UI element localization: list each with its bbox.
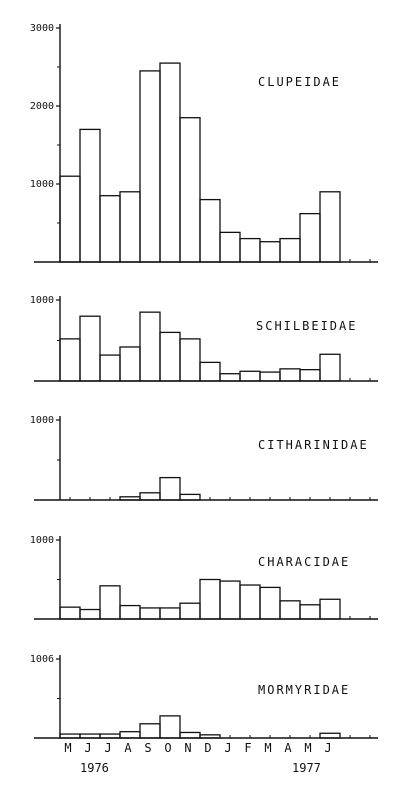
- bar-mormyridae-6: [159, 715, 181, 739]
- bar-citharinidae-6: [159, 476, 181, 501]
- bar-clupeidae-13: [299, 212, 321, 263]
- y-tick-label-2-1: 1000: [30, 295, 54, 306]
- bar-schilbeidae-3: [99, 354, 121, 382]
- bar-schilbeidae-2: [79, 315, 101, 382]
- bar-schilbeidae-13: [299, 369, 321, 382]
- bar-mormyridae-8: [199, 734, 221, 739]
- panel-title-citharinidae: CITHARINIDAE: [258, 438, 369, 452]
- month-label-1: M: [64, 741, 71, 755]
- bar-characidae-3: [99, 585, 121, 620]
- bar-mormyridae-14: [319, 732, 341, 739]
- bar-clupeidae-7: [179, 117, 201, 263]
- bar-citharinidae-5: [139, 492, 161, 501]
- bar-clupeidae-5: [139, 70, 161, 263]
- bar-schilbeidae-8: [199, 361, 221, 382]
- bar-clupeidae-9: [219, 231, 241, 263]
- month-label-5: S: [144, 741, 151, 755]
- bar-mormyridae-7: [179, 731, 201, 739]
- bar-characidae-8: [199, 578, 221, 620]
- bar-characidae-14: [319, 598, 341, 620]
- bar-characidae-12: [279, 600, 301, 620]
- month-label-2: J: [84, 741, 91, 755]
- month-label-4: A: [124, 741, 132, 755]
- panel-title-mormyridae: MORMYRIDAE: [258, 683, 350, 697]
- panel-title-schilbeidae: SCHILBEIDAE: [256, 319, 357, 333]
- month-label-3: J: [104, 741, 111, 755]
- bar-characidae-9: [219, 580, 241, 620]
- bar-characidae-6: [159, 607, 181, 620]
- bar-mormyridae-4: [119, 731, 141, 739]
- bar-mormyridae-2: [79, 733, 101, 739]
- bar-mormyridae-3: [99, 733, 121, 739]
- y-tick-label-5-1: 1006: [30, 654, 54, 665]
- bar-clupeidae-10: [239, 237, 261, 263]
- bar-schilbeidae-10: [239, 370, 261, 382]
- bar-schilbeidae-11: [259, 371, 281, 382]
- bar-characidae-10: [239, 584, 261, 620]
- year-label-1977: 1977: [292, 761, 321, 775]
- bar-clupeidae-11: [259, 241, 281, 263]
- panel-title-clupeidae: CLUPEIDAE: [258, 75, 341, 89]
- panel-title-characidae: CHARACIDAE: [258, 555, 350, 569]
- month-label-13: M: [304, 741, 311, 755]
- bar-clupeidae-12: [279, 237, 301, 263]
- bar-schilbeidae-12: [279, 368, 301, 382]
- bar-characidae-1: [59, 606, 81, 620]
- bar-characidae-11: [259, 586, 281, 620]
- bar-schilbeidae-9: [219, 373, 241, 382]
- bar-clupeidae-1: [59, 175, 81, 263]
- year-label-1976: 1976: [80, 761, 109, 775]
- bar-citharinidae-7: [179, 493, 201, 501]
- bar-citharinidae-4: [119, 496, 141, 501]
- y-tick-label-3-1: 1000: [30, 415, 54, 426]
- bar-clupeidae-6: [159, 62, 181, 263]
- month-label-7: N: [184, 741, 191, 755]
- bar-clupeidae-8: [199, 198, 221, 263]
- month-label-6: O: [164, 741, 171, 755]
- month-label-12: A: [284, 741, 292, 755]
- bar-characidae-13: [299, 604, 321, 620]
- bar-schilbeidae-5: [139, 311, 161, 382]
- bar-clupeidae-14: [319, 191, 341, 263]
- month-label-11: M: [264, 741, 271, 755]
- bar-schilbeidae-4: [119, 346, 141, 382]
- y-tick-label-1-3: 3000: [30, 23, 54, 34]
- y-tick-label-4-1: 1000: [30, 535, 54, 546]
- bar-characidae-4: [119, 604, 141, 620]
- bar-mormyridae-1: [59, 733, 81, 739]
- bar-schilbeidae-14: [319, 353, 341, 382]
- bar-schilbeidae-1: [59, 338, 81, 382]
- month-label-14: J: [324, 741, 331, 755]
- y-tick-label-1-2: 2000: [30, 101, 54, 112]
- bar-schilbeidae-6: [159, 331, 181, 382]
- bar-clupeidae-3: [99, 195, 121, 263]
- bar-schilbeidae-7: [179, 338, 201, 382]
- bar-clupeidae-4: [119, 191, 141, 263]
- month-label-8: D: [204, 741, 211, 755]
- bar-characidae-2: [79, 608, 101, 620]
- bar-mormyridae-5: [139, 723, 161, 739]
- bar-characidae-7: [179, 602, 201, 620]
- month-label-10: F: [244, 741, 251, 755]
- month-label-9: J: [224, 741, 231, 755]
- bar-clupeidae-2: [79, 128, 101, 263]
- bar-characidae-5: [139, 607, 161, 620]
- y-tick-label-1-1: 1000: [30, 179, 54, 190]
